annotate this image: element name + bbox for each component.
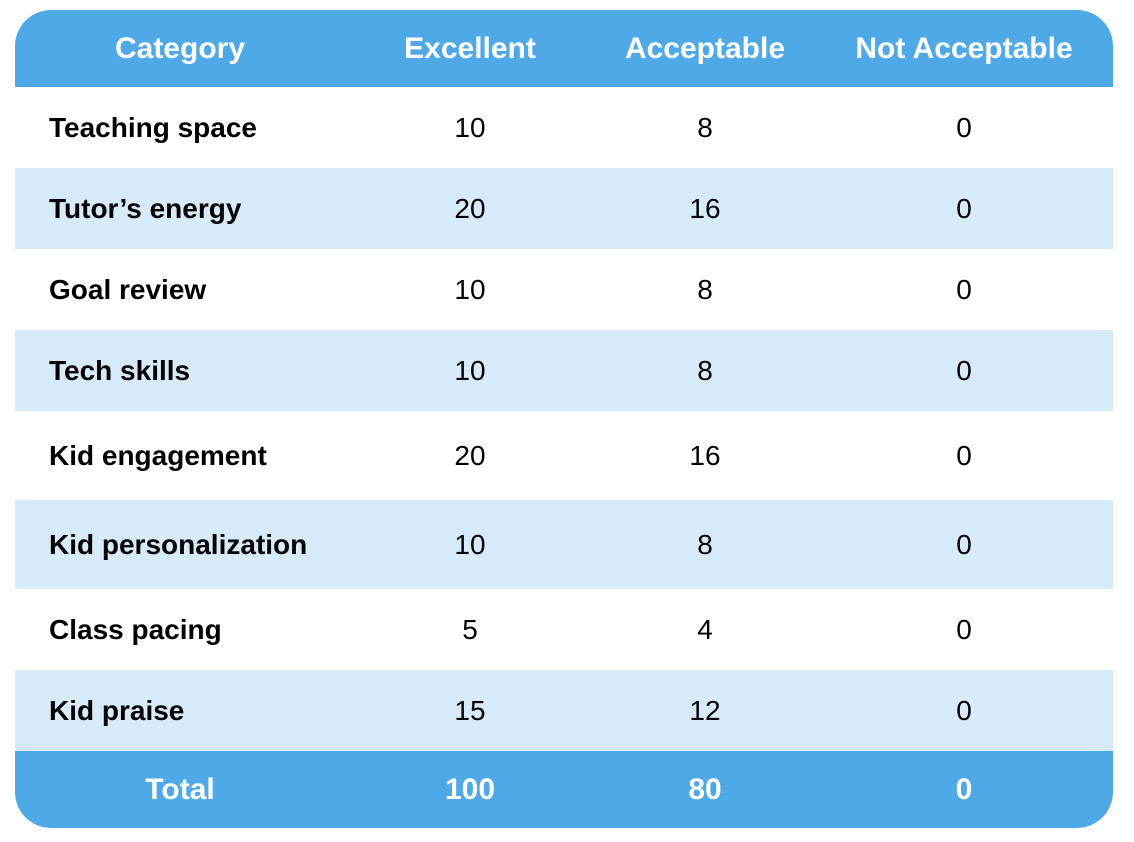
- category-cell: Goal review: [49, 273, 207, 305]
- acceptable-cell: 4: [697, 613, 713, 645]
- acceptable-cell: 8: [697, 273, 713, 305]
- excellent-cell: 20: [454, 439, 486, 471]
- excellent-cell: 10: [454, 111, 486, 143]
- table-header: Category Excellent Acceptable Not Accept…: [15, 10, 1113, 87]
- acceptable-cell: 16: [689, 439, 721, 471]
- excellent-cell: 10: [454, 273, 486, 305]
- not-acceptable-cell: 0: [956, 439, 972, 471]
- not-acceptable-cell: 0: [956, 528, 972, 560]
- not-acceptable-cell: 0: [956, 694, 972, 726]
- category-cell: Kid personalization: [49, 528, 308, 560]
- column-header-acceptable: Acceptable: [624, 31, 786, 65]
- total-not-acceptable: 0: [955, 772, 973, 806]
- scoring-table: Category Excellent Acceptable Not Accept…: [15, 10, 1113, 828]
- acceptable-cell: 12: [689, 694, 721, 726]
- table-row: Class pacing 5 4 0: [15, 589, 1113, 670]
- category-cell: Teaching space: [49, 111, 258, 143]
- excellent-cell: 10: [454, 528, 486, 560]
- excellent-cell: 5: [462, 613, 478, 645]
- acceptable-cell: 8: [697, 354, 713, 386]
- category-cell: Tech skills: [49, 354, 191, 386]
- column-header-category: Category: [114, 31, 246, 65]
- not-acceptable-cell: 0: [956, 354, 972, 386]
- table-row: Tech skills 10 8 0: [15, 330, 1113, 411]
- excellent-cell: 10: [454, 354, 486, 386]
- category-cell: Kid praise: [49, 694, 185, 726]
- column-header-not-acceptable: Not Acceptable: [855, 31, 1073, 65]
- table-row: Kid praise 15 12 0: [15, 670, 1113, 751]
- column-header-excellent: Excellent: [404, 31, 536, 65]
- total-excellent: 100: [444, 772, 496, 806]
- acceptable-cell: 8: [697, 528, 713, 560]
- not-acceptable-cell: 0: [956, 273, 972, 305]
- table-row: Kid personalization 10 8 0: [15, 500, 1113, 589]
- category-cell: Class pacing: [49, 613, 222, 645]
- excellent-cell: 15: [454, 694, 486, 726]
- excellent-cell: 20: [454, 192, 486, 224]
- table-row: Tutor’s energy 20 16 0: [15, 168, 1113, 249]
- table-row: Goal review 10 8 0: [15, 249, 1113, 330]
- not-acceptable-cell: 0: [956, 192, 972, 224]
- total-label: Total: [145, 772, 215, 806]
- category-cell: Kid engagement: [49, 439, 267, 471]
- category-cell: Tutor’s energy: [49, 192, 242, 224]
- table-total-row: Total 100 80 0: [15, 751, 1113, 828]
- acceptable-cell: 16: [689, 192, 721, 224]
- not-acceptable-cell: 0: [956, 111, 972, 143]
- not-acceptable-cell: 0: [956, 613, 972, 645]
- acceptable-cell: 8: [697, 111, 713, 143]
- table-row: Teaching space 10 8 0: [15, 87, 1113, 168]
- table-row: Kid engagement 20 16 0: [15, 411, 1113, 500]
- total-acceptable: 80: [688, 772, 722, 806]
